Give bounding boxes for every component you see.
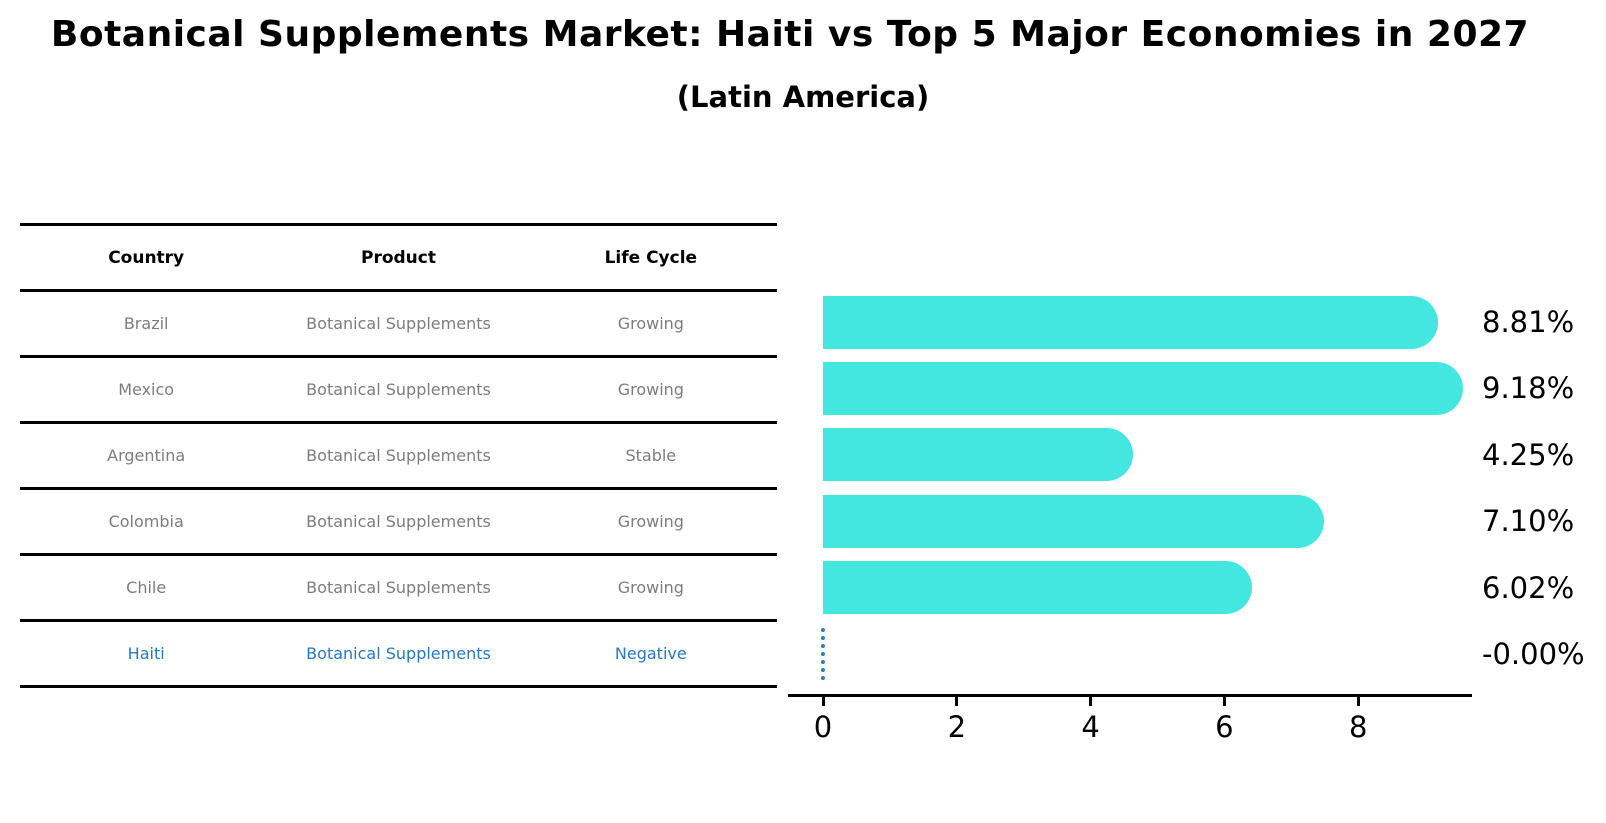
life-cycle-cell: Negative — [614, 644, 687, 663]
column-header-country: Country — [108, 247, 185, 268]
product-cell: Botanical Supplements — [306, 578, 491, 597]
chart-title: Botanical Supplements Market: Haiti vs T… — [50, 14, 1530, 55]
table-row-argentina: Argentina Botanical Supplements Stable — [20, 421, 777, 487]
value-label-brazil: 8.81% — [1482, 305, 1575, 339]
product-cell: Botanical Supplements — [306, 446, 491, 465]
product-cell: Botanical Supplements — [306, 512, 491, 531]
bar-brazil — [823, 295, 1439, 349]
country-cell: Brazil — [123, 314, 169, 333]
country-cell: Colombia — [108, 512, 184, 531]
value-label-colombia: 7.10% — [1482, 504, 1575, 539]
life-cycle-cell: Growing — [617, 512, 684, 531]
column-header-product: Product — [360, 247, 436, 268]
life-cycle-cell: Growing — [617, 578, 684, 597]
product-cell: Botanical Supplements — [306, 380, 491, 399]
x-tick-label: 6 — [1215, 710, 1234, 744]
comparison-table: Country Product Life Cycle Brazil Botani… — [20, 223, 777, 688]
country-cell: Argentina — [107, 446, 186, 465]
life-cycle-cell: Growing — [617, 380, 684, 399]
life-cycle-cell: Stable — [625, 446, 677, 465]
x-tick-label: 4 — [1081, 710, 1100, 744]
country-cell: Chile — [126, 578, 167, 597]
country-cell: Haiti — [127, 644, 165, 663]
table-row-chile: Chile Botanical Supplements Growing — [20, 553, 777, 619]
value-label-argentina: 4.25% — [1482, 437, 1575, 472]
x-axis-tick — [1089, 697, 1093, 706]
table-row-brazil: Brazil Botanical Supplements Growing — [20, 289, 777, 355]
x-axis-tick — [1222, 697, 1226, 706]
x-axis-line — [788, 694, 1472, 697]
column-header-life-cycle: Life Cycle — [604, 247, 698, 268]
table-header-row: Country Product Life Cycle — [20, 223, 777, 289]
value-label-mexico: 9.18% — [1482, 371, 1575, 406]
value-label-chile: 6.02% — [1482, 570, 1575, 605]
haiti-zero-dotted-marker — [821, 628, 825, 680]
bar-argentina — [823, 428, 1134, 482]
country-cell: Mexico — [118, 380, 175, 399]
bar-colombia — [823, 494, 1324, 548]
life-cycle-cell: Growing — [617, 314, 684, 333]
x-axis-tick — [955, 697, 959, 706]
x-tick-label: 2 — [947, 710, 967, 744]
bar-chile — [823, 561, 1252, 615]
x-tick-label: 8 — [1348, 710, 1368, 744]
bar-mexico — [823, 361, 1464, 415]
x-axis-tick — [1356, 697, 1360, 706]
table-row-haiti: Haiti Botanical Supplements Negative — [20, 619, 777, 685]
chart-subtitle: (Latin America) — [676, 80, 930, 114]
value-label-haiti: -0.00% — [1482, 637, 1585, 671]
product-cell: Botanical Supplements — [306, 314, 491, 333]
x-axis-tick — [821, 697, 825, 706]
product-cell: Botanical Supplements — [306, 644, 491, 663]
bar-chart: 8.81% 9.18% 4.25% 7.10% 6.02% -0.00% 0 2… — [788, 270, 1606, 790]
table-row-colombia: Colombia Botanical Supplements Growing — [20, 487, 777, 553]
table-row-mexico: Mexico Botanical Supplements Growing — [20, 355, 777, 421]
x-tick-label: 0 — [813, 710, 833, 744]
